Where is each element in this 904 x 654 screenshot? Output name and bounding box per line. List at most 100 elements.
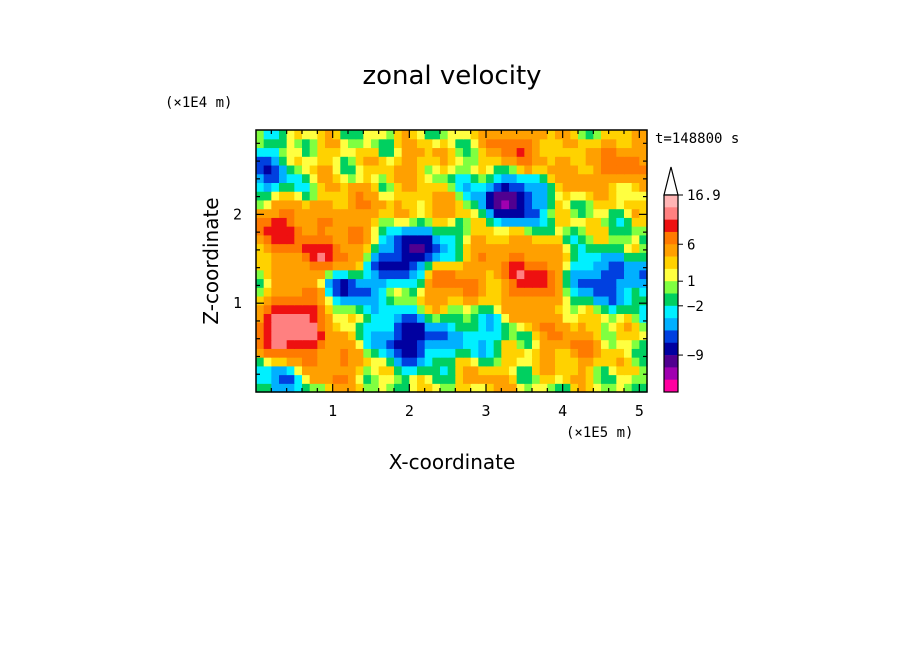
colorbar-segment (664, 305, 678, 319)
heatmap-cell (417, 365, 426, 376)
heatmap-cell (286, 199, 295, 210)
heatmap-cell (578, 339, 587, 349)
heatmap-cell (501, 156, 510, 166)
heatmap-cell (302, 156, 311, 166)
heatmap-cell (470, 226, 479, 236)
heatmap-cell (555, 330, 564, 341)
heatmap-cell (386, 199, 395, 210)
heatmap-cell (562, 269, 571, 280)
heatmap-cell (409, 138, 418, 149)
heatmap-cell (317, 261, 326, 271)
heatmap-cell (532, 304, 541, 314)
heatmap-cell (309, 287, 318, 297)
heatmap-cell (263, 226, 272, 236)
heatmap-cell (486, 313, 495, 323)
heatmap-cell (294, 208, 303, 218)
heatmap-cell (340, 339, 349, 349)
heatmap-cell (493, 304, 502, 314)
heatmap-cell (455, 374, 464, 384)
heatmap-cell (631, 287, 640, 297)
heatmap-cell (532, 348, 541, 358)
heatmap-cell (470, 147, 479, 157)
heatmap-cell (279, 130, 288, 140)
heatmap-cell (601, 287, 610, 297)
heatmap-cell (501, 217, 510, 227)
heatmap-cell (409, 252, 418, 262)
heatmap-cell (447, 182, 456, 192)
heatmap-cell (409, 217, 418, 227)
heatmap-cell (302, 217, 311, 227)
heatmap-cell (616, 357, 625, 367)
heatmap-cell (401, 234, 410, 245)
heatmap-cell (279, 304, 288, 314)
heatmap-cell (271, 191, 280, 201)
heatmap-cell (378, 261, 387, 271)
heatmap-cell (470, 252, 479, 262)
heatmap-cell (631, 130, 640, 140)
heatmap-cell (516, 383, 525, 393)
heatmap-cell (601, 269, 610, 280)
heatmap-cell (401, 365, 410, 376)
heatmap-cell (348, 278, 357, 288)
heatmap-cell (601, 313, 610, 323)
heatmap-cell (309, 278, 318, 288)
heatmap-cell (463, 191, 472, 201)
heatmap-cell (294, 348, 303, 358)
heatmap-cell (294, 339, 303, 349)
heatmap-cell (386, 191, 395, 201)
heatmap-cell (547, 261, 556, 271)
heatmap-cell (524, 164, 533, 175)
heatmap-cell (593, 357, 602, 367)
heatmap-cell (317, 287, 326, 297)
heatmap-cell (501, 374, 510, 384)
heatmap-cell (309, 322, 318, 332)
heatmap-cell (631, 234, 640, 245)
heatmap-cell (378, 252, 387, 262)
heatmap-cell (463, 173, 472, 183)
heatmap-cell (432, 164, 441, 175)
heatmap-cell (509, 199, 518, 210)
heatmap-cell (440, 164, 449, 175)
heatmap-cell (501, 357, 510, 367)
heatmap-cell (432, 295, 441, 306)
heatmap-cell (409, 182, 418, 192)
heatmap-cell (348, 130, 357, 140)
heatmap-cell (555, 322, 564, 332)
heatmap-cell (424, 287, 433, 297)
heatmap-cell (624, 322, 633, 332)
heatmap-cell (616, 365, 625, 376)
heatmap-cell (432, 199, 441, 210)
heatmap-cell (486, 278, 495, 288)
heatmap-cell (447, 383, 456, 393)
heatmap-cell (447, 156, 456, 166)
heatmap-cell (463, 208, 472, 218)
x-tick-label: 5 (635, 402, 644, 420)
heatmap-cell (302, 243, 311, 253)
heatmap-cell (631, 156, 640, 166)
heatmap-cell (578, 208, 587, 218)
heatmap-cell (478, 330, 487, 341)
heatmap-cell (440, 138, 449, 149)
heatmap-cell (348, 173, 357, 183)
heatmap-cell (409, 287, 418, 297)
heatmap-field (256, 130, 648, 393)
heatmap-cell (631, 261, 640, 271)
heatmap-cell (470, 217, 479, 227)
heatmap-cell (363, 322, 372, 332)
heatmap-cell (608, 164, 617, 175)
heatmap-cell (286, 313, 295, 323)
heatmap-cell (409, 330, 418, 341)
heatmap-cell (547, 348, 556, 358)
heatmap-cell (539, 199, 548, 210)
heatmap-cell (302, 322, 311, 332)
heatmap-cell (279, 182, 288, 192)
heatmap-cell (616, 278, 625, 288)
heatmap-cell (524, 226, 533, 236)
heatmap-cell (371, 164, 380, 175)
heatmap-cell (302, 330, 311, 341)
heatmap-cell (608, 357, 617, 367)
colorbar-segment (664, 219, 678, 233)
heatmap-cell (279, 217, 288, 227)
heatmap-cell (570, 322, 579, 332)
heatmap-cell (455, 348, 464, 358)
